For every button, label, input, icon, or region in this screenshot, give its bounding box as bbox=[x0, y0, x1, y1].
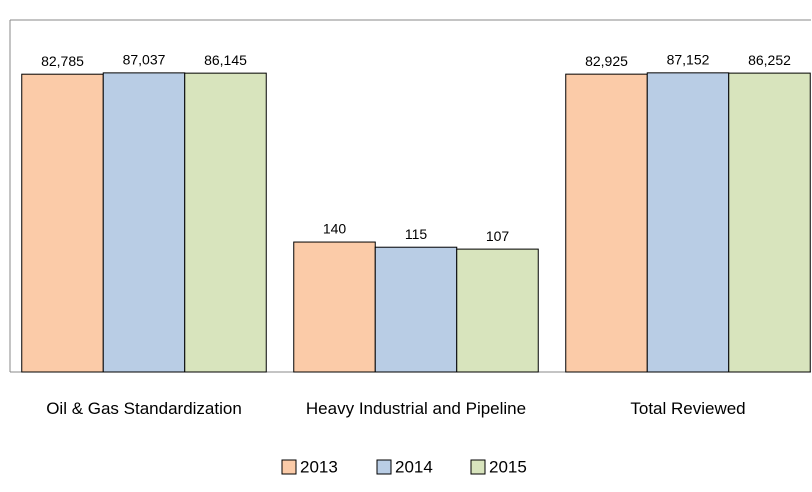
bar bbox=[293, 241, 376, 373]
data-label: 87,037 bbox=[123, 52, 166, 68]
bar bbox=[646, 72, 730, 373]
bar bbox=[565, 73, 648, 373]
data-label: 86,145 bbox=[204, 52, 247, 68]
legend-swatch bbox=[470, 459, 486, 475]
data-label: 87,152 bbox=[667, 52, 710, 68]
bar bbox=[21, 73, 104, 373]
legend-label: 2015 bbox=[489, 457, 527, 476]
legend-label: 2013 bbox=[300, 457, 338, 476]
legend-swatch bbox=[376, 459, 392, 475]
bar bbox=[374, 246, 458, 373]
bar bbox=[728, 72, 811, 373]
legend-swatch bbox=[281, 459, 297, 475]
data-label: 86,252 bbox=[748, 52, 791, 68]
x-tick-label: Oil & Gas Standardization bbox=[46, 399, 242, 418]
data-label: 82,785 bbox=[41, 53, 84, 69]
x-tick-label: Total Reviewed bbox=[630, 399, 746, 418]
data-label: 107 bbox=[486, 228, 510, 244]
data-label: 82,925 bbox=[585, 53, 628, 69]
bar bbox=[102, 72, 186, 373]
data-label: 140 bbox=[323, 221, 347, 237]
data-label: 115 bbox=[405, 226, 428, 242]
bar bbox=[184, 72, 267, 373]
x-tick-label: Heavy Industrial and Pipeline bbox=[305, 399, 527, 418]
bar bbox=[456, 248, 539, 373]
legend-label: 2014 bbox=[395, 457, 433, 476]
